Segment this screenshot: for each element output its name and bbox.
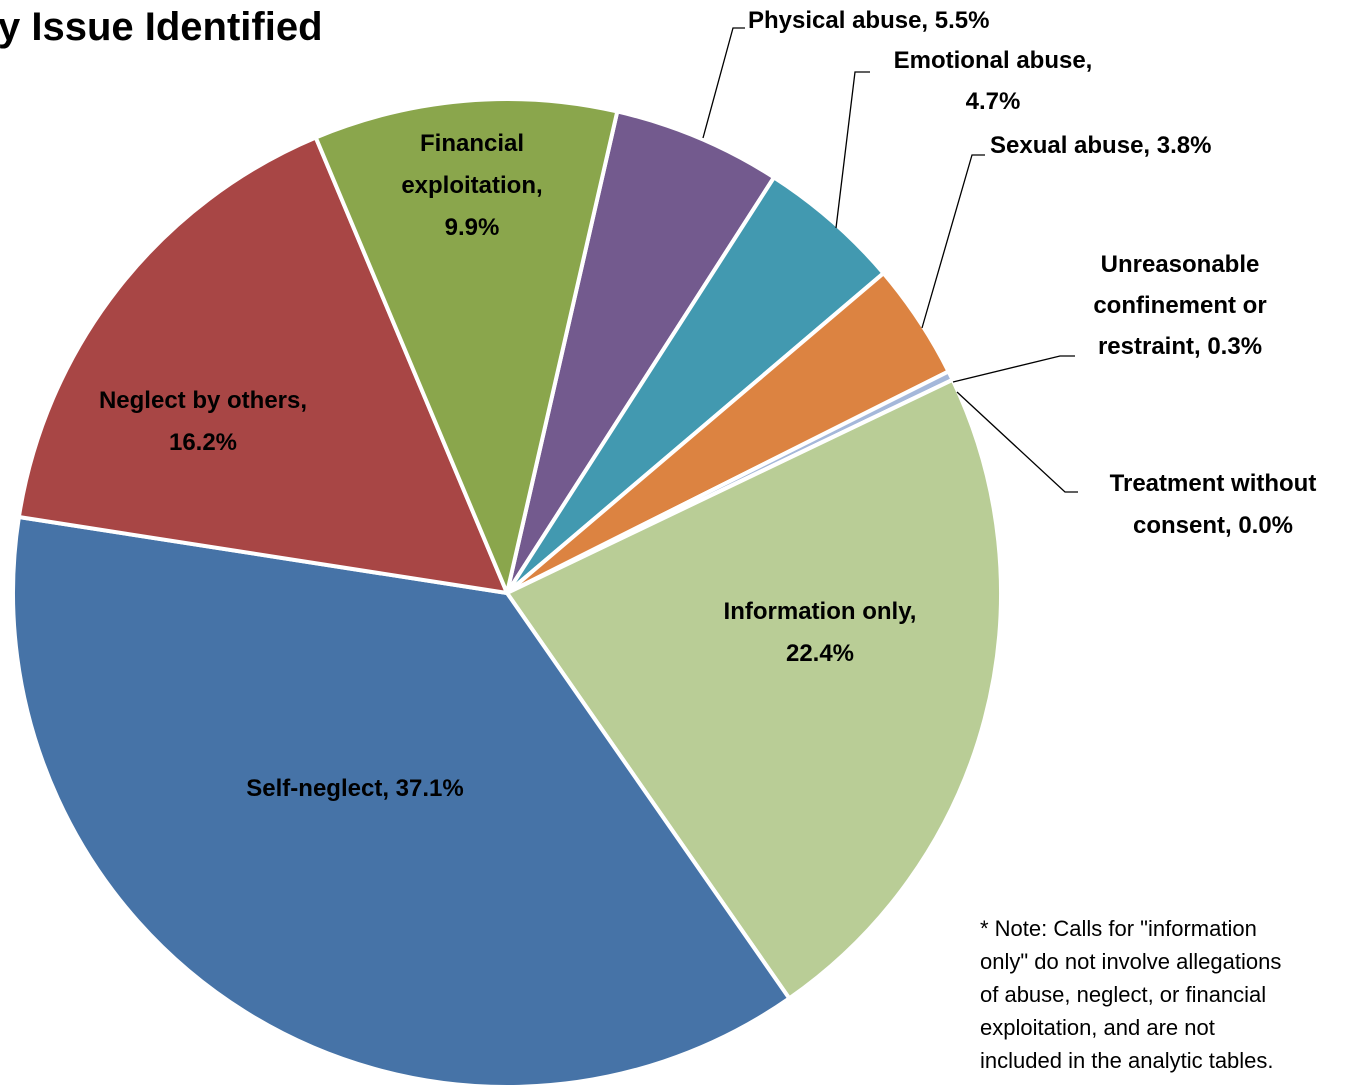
note: * Note: Calls for "information — [980, 916, 1257, 941]
data-label: 4.7% — [966, 88, 1021, 115]
data-label: Neglect by others, — [99, 387, 307, 414]
data-label: Sexual abuse, 3.8% — [990, 132, 1211, 159]
leader-line — [921, 154, 985, 329]
pie-slice — [11, 515, 792, 1088]
leader-line — [702, 27, 745, 139]
note: included in the analytic tables. — [980, 1048, 1274, 1073]
data-label: confinement or — [1093, 292, 1266, 319]
pie-slice — [313, 97, 620, 595]
pie-slice — [505, 109, 777, 595]
note: of abuse, neglect, or financial — [980, 982, 1266, 1007]
note: exploitation, and are not — [980, 1015, 1215, 1040]
data-label: Unreasonable — [1101, 251, 1260, 278]
data-label: exploitation, — [401, 172, 542, 199]
leader-line — [952, 355, 1075, 383]
leader-line — [835, 71, 870, 229]
data-label: 22.4% — [786, 640, 854, 667]
chart-title: y Issue Identified — [0, 5, 323, 49]
data-label: 16.2% — [169, 429, 237, 456]
data-label: Information only, — [724, 598, 917, 625]
data-label: Physical abuse, 5.5% — [748, 7, 989, 34]
data-label: Emotional abuse, — [894, 47, 1093, 74]
leader-line — [956, 391, 1078, 493]
data-label: Treatment without — [1110, 470, 1317, 497]
note: only" do not involve allegations — [980, 949, 1281, 974]
data-label: consent, 0.0% — [1133, 512, 1293, 539]
pie-slice — [16, 135, 509, 595]
data-label: restraint, 0.3% — [1098, 333, 1262, 360]
data-label: 9.9% — [445, 214, 500, 241]
pie-slice — [505, 377, 1003, 1001]
data-label: Financial — [420, 130, 524, 157]
data-label: Self-neglect, 37.1% — [246, 775, 463, 802]
